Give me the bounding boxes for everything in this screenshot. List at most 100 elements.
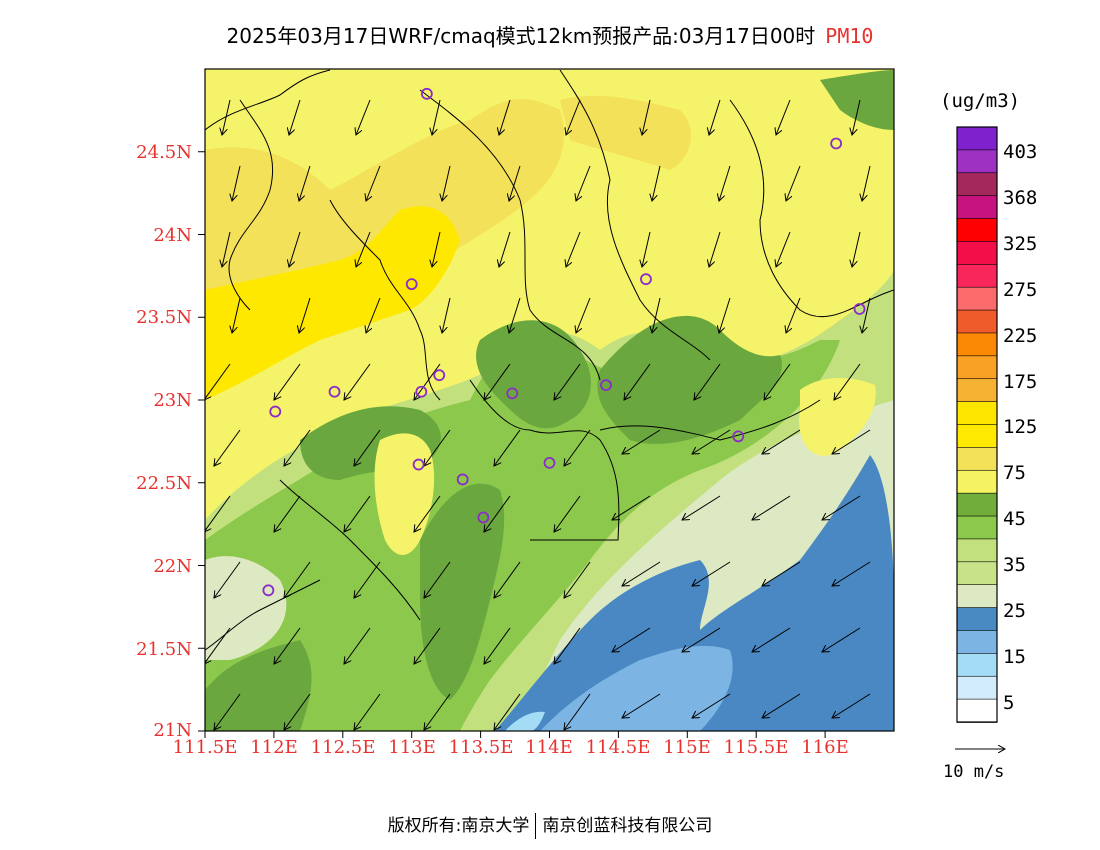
wind-arrow xyxy=(274,627,301,664)
field-patch-east-yellow xyxy=(799,378,876,456)
wind-arrow xyxy=(356,99,371,135)
concentration-field xyxy=(205,69,894,731)
station-marker xyxy=(262,584,275,597)
y-tick-label: 24N xyxy=(153,225,192,246)
wind-arrow xyxy=(424,693,451,730)
wind-arrow xyxy=(354,561,381,598)
boundary-line-3 xyxy=(329,199,441,401)
wind-arrow xyxy=(682,495,721,520)
legend-swatch xyxy=(956,172,998,197)
copyright-company: 南京创蓝科技有限公司 xyxy=(542,816,713,836)
wind-arrow xyxy=(652,165,661,201)
field-patch-dark-green-4 xyxy=(420,483,505,700)
field-patch-dark-green-2 xyxy=(597,315,782,444)
wind-arrow xyxy=(414,495,441,532)
station-marker xyxy=(477,511,490,524)
legend-value: 75 xyxy=(1003,462,1026,484)
legend-swatch xyxy=(956,424,998,449)
field-patch-15 xyxy=(540,645,733,731)
y-tick-label: 22.5N xyxy=(136,473,192,494)
legend-value: 275 xyxy=(1003,279,1038,301)
wind-arrow xyxy=(499,231,511,267)
wind-arrow xyxy=(752,627,791,652)
x-tick-label: 112.5E xyxy=(310,737,376,758)
legend-swatch xyxy=(956,195,998,220)
x-tick-label: 116E xyxy=(801,737,849,758)
legend-swatch xyxy=(956,241,998,266)
wind-arrow xyxy=(344,627,371,664)
wind-arrow xyxy=(554,627,581,664)
legend-swatch xyxy=(956,630,998,655)
legend-swatch xyxy=(956,469,998,494)
wind-arrow xyxy=(494,693,521,730)
axis-ticks xyxy=(198,151,826,738)
y-tick-label: 23.5N xyxy=(136,307,192,328)
wind-arrow xyxy=(719,297,731,333)
wind-vectors xyxy=(205,99,871,730)
legend-swatch xyxy=(956,126,998,151)
wind-arrow xyxy=(566,231,581,267)
wind-arrow xyxy=(776,231,791,267)
wind-arrow xyxy=(642,99,651,135)
wind-arrow xyxy=(764,363,791,400)
y-tick-label: 21.5N xyxy=(136,639,192,660)
legend-swatch xyxy=(956,218,998,243)
field-patch-125 xyxy=(205,206,460,400)
wind-arrow xyxy=(356,231,371,267)
boundary-line-4 xyxy=(419,89,601,381)
station-marker xyxy=(433,369,446,382)
wind-arrow xyxy=(834,363,861,400)
wind-arrow xyxy=(442,165,451,201)
wind-arrow xyxy=(622,429,661,454)
wind-arrow xyxy=(786,297,801,333)
wind-arrow xyxy=(822,495,861,520)
legend-swatch xyxy=(956,653,998,678)
wind-arrow xyxy=(776,99,791,135)
legend-swatch xyxy=(956,538,998,563)
wind-arrow xyxy=(494,429,521,466)
wind-arrow xyxy=(494,561,521,598)
wind-arrow xyxy=(682,627,721,652)
legend-swatch xyxy=(956,698,998,723)
wind-arrow xyxy=(564,561,591,598)
wind-arrow xyxy=(852,99,861,135)
field-patch-25-blue xyxy=(495,455,894,731)
wind-arrow xyxy=(205,495,231,532)
station-marker xyxy=(328,385,341,398)
legend-swatch xyxy=(956,149,998,174)
wind-arrow xyxy=(762,429,801,454)
wind-arrow xyxy=(344,363,371,400)
legend-colorbar xyxy=(956,126,998,723)
wind-arrow xyxy=(566,99,581,135)
boundary-line-9 xyxy=(599,399,821,441)
wind-arrow xyxy=(719,165,731,201)
y-tick-label: 23N xyxy=(153,390,192,411)
station-marker xyxy=(415,385,428,398)
wind-arrow xyxy=(652,297,661,333)
wind-arrow xyxy=(692,561,731,586)
legend-swatch xyxy=(956,264,998,288)
boundary-line-10 xyxy=(205,579,321,651)
wind-arrow xyxy=(299,165,311,201)
legend-value: 35 xyxy=(1003,554,1026,576)
wind-arrow xyxy=(832,693,871,718)
field-patch-dark-green-sw xyxy=(205,640,312,731)
station-marker xyxy=(456,473,469,486)
wind-arrow xyxy=(554,363,581,400)
legend-value: 15 xyxy=(1003,646,1026,668)
wind-arrow xyxy=(852,231,861,267)
legend-swatch xyxy=(956,355,998,380)
wind-arrow xyxy=(622,561,661,586)
wind-arrow xyxy=(274,363,301,400)
wind-arrow xyxy=(484,363,511,400)
wind-arrow xyxy=(612,495,651,520)
legend-swatch xyxy=(956,378,998,403)
legend-value: 25 xyxy=(1003,600,1026,622)
wind-arrow xyxy=(509,165,521,201)
x-tick-label: 113.5E xyxy=(448,737,514,758)
wind-arrow xyxy=(564,429,591,466)
wind-arrow xyxy=(786,165,801,201)
wind-arrow xyxy=(862,297,871,333)
station-marker xyxy=(506,387,519,400)
